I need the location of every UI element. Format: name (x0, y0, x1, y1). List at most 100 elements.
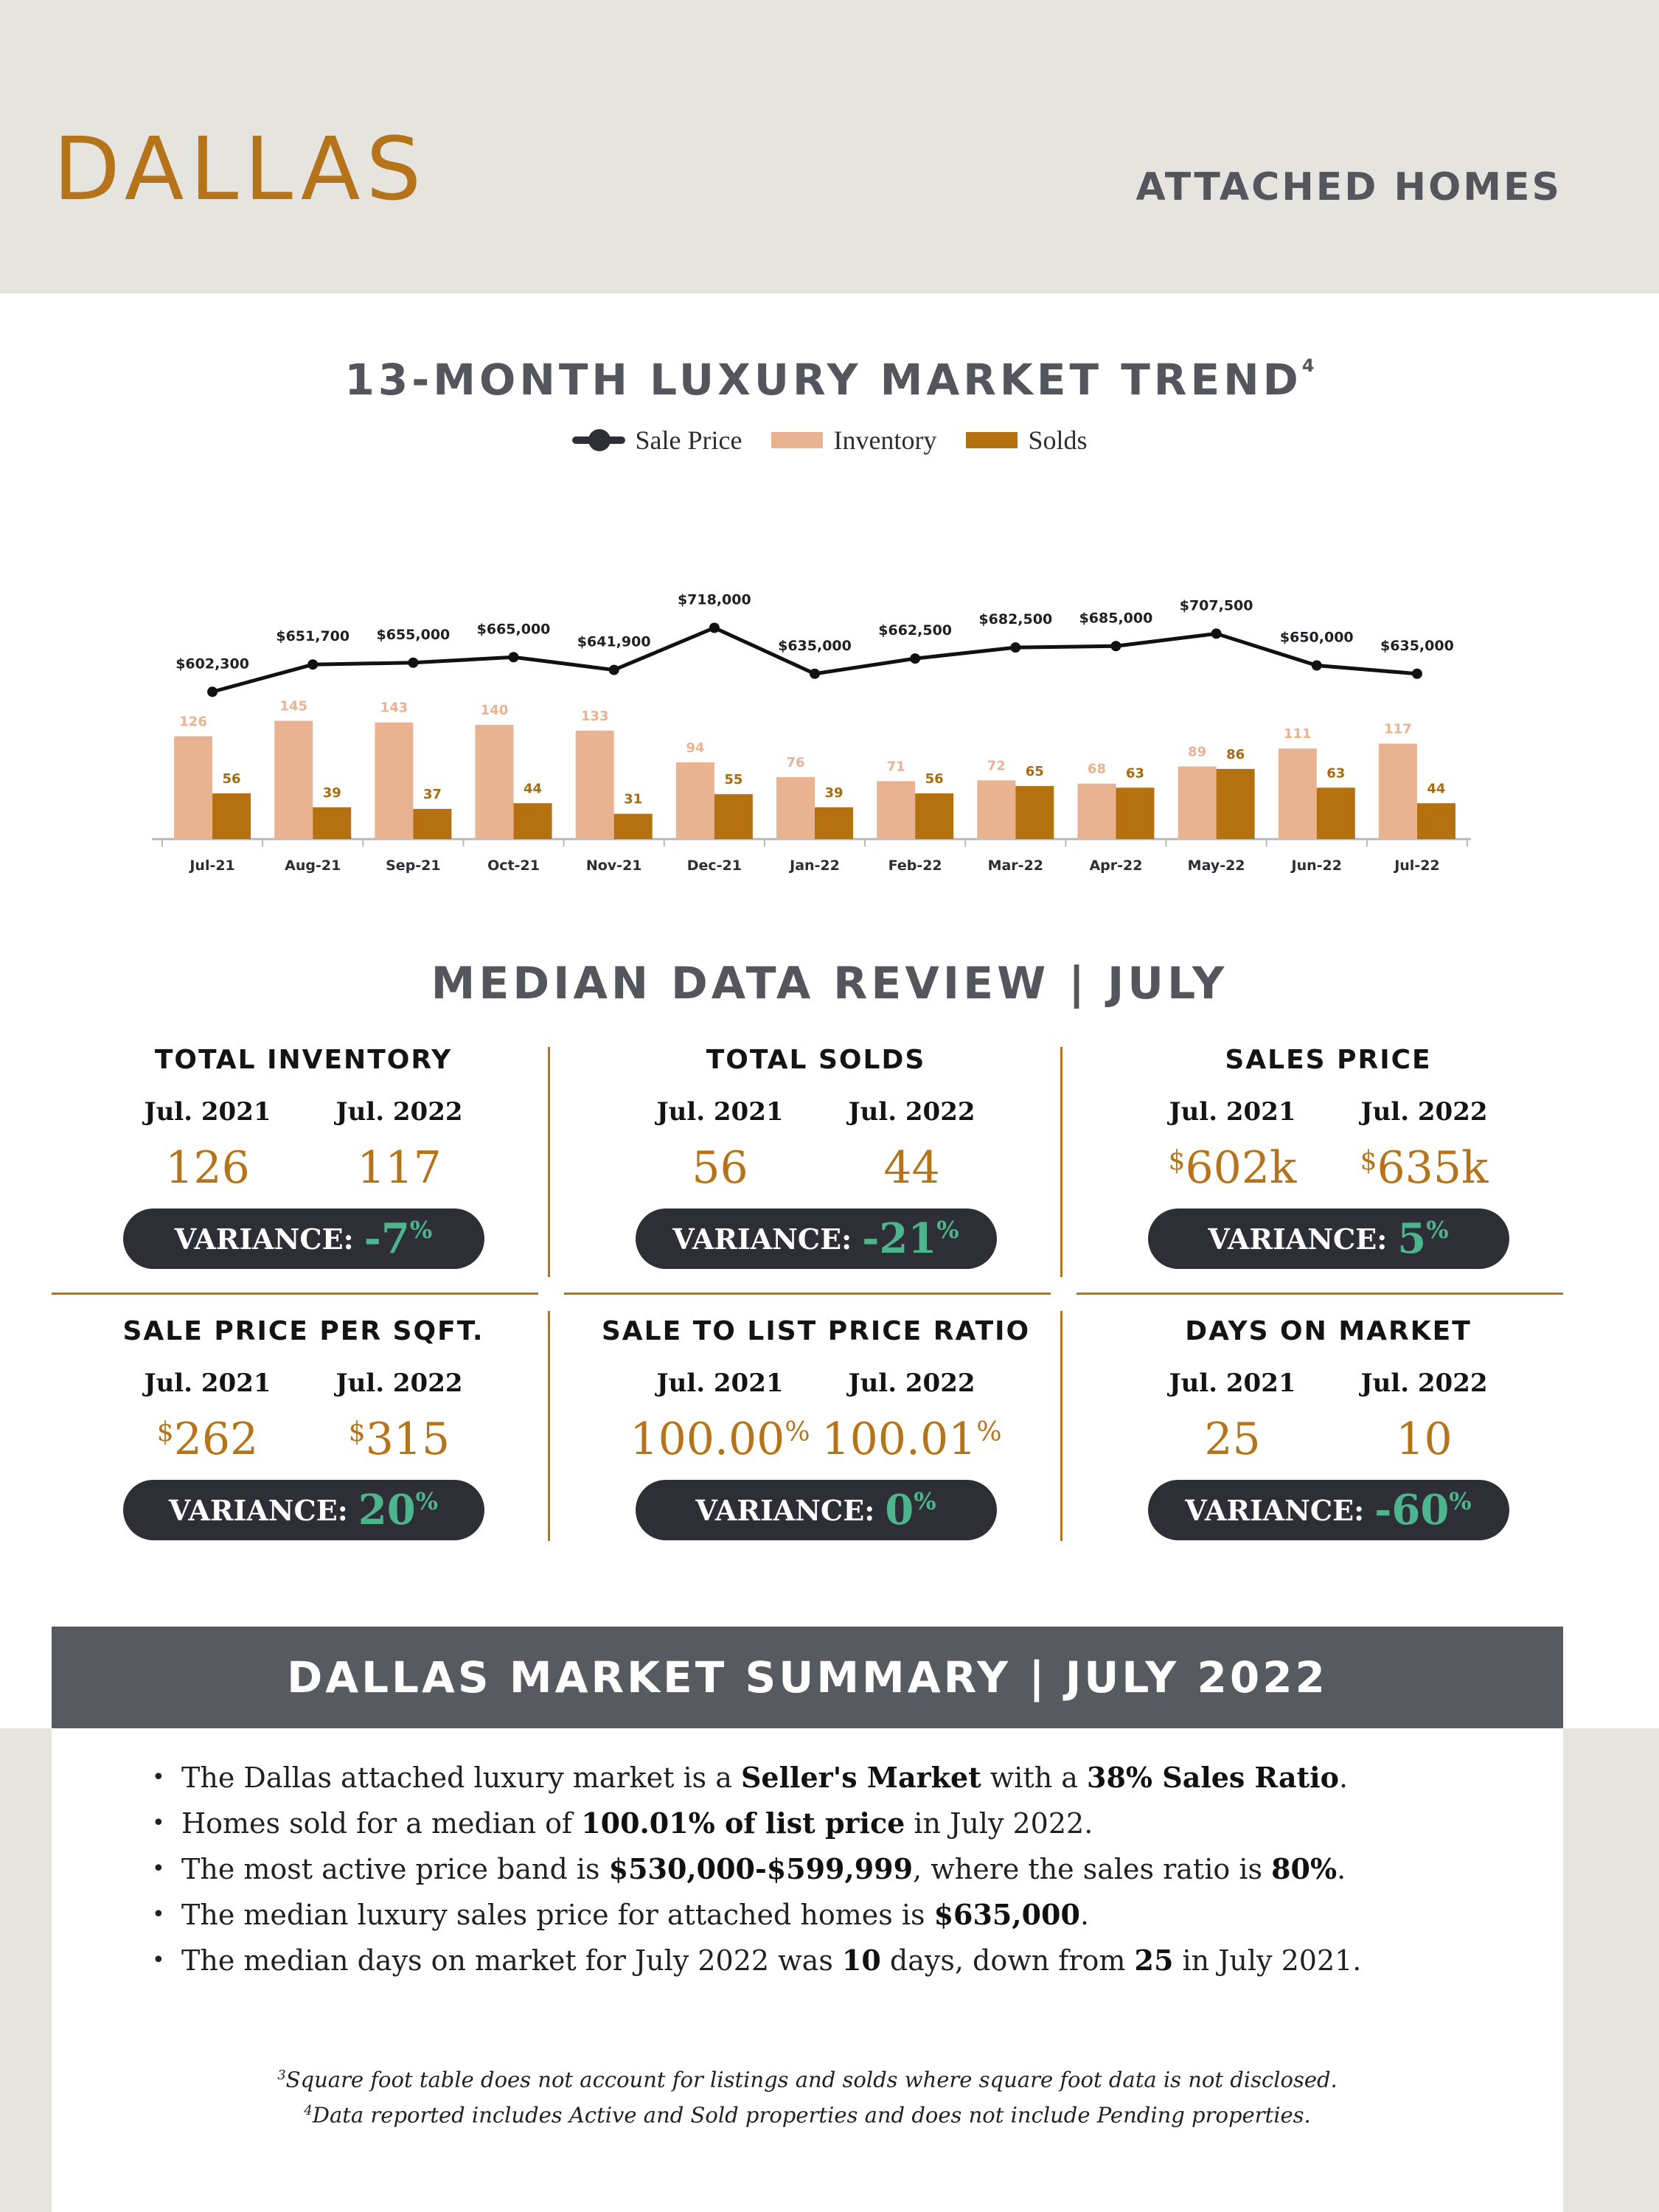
variance-label: VARIANCE: (168, 1493, 348, 1527)
metric-card: TOTAL SOLDS Jul. 2021 Jul. 2022 56 44 VARIANC… (564, 1047, 1068, 1290)
solds-bar-label: 63 (1126, 765, 1144, 781)
value-number: 10 (1396, 1413, 1453, 1465)
inventory-bar (1278, 748, 1317, 839)
variance-number: -60 (1374, 1486, 1450, 1534)
bullet-emphasis: 10 (841, 1944, 881, 1977)
metric-value: 117 (304, 1143, 495, 1194)
inventory-bar-label: 68 (1088, 762, 1106, 777)
metric-years: Jul. 2021 Jul. 2022 (1077, 1097, 1580, 1127)
inventory-bar (1378, 743, 1417, 839)
x-tick-label: Apr-22 (1089, 858, 1142, 874)
metric-value: 100.01% (816, 1414, 1008, 1465)
inventory-bar (675, 762, 714, 839)
sale-price-point (910, 653, 921, 664)
solds-bar (313, 807, 352, 839)
x-tick-label: Feb-22 (888, 858, 942, 874)
sale-price-point (307, 659, 319, 670)
variance-value: -7% (364, 1214, 433, 1263)
metric-card: SALE TO LIST PRICE RATIO Jul. 2021 Jul. 20… (564, 1318, 1068, 1562)
sale-price-label: $718,000 (678, 592, 751, 608)
median-review-title: MEDIAN DATA REVIEW | JULY (431, 958, 1228, 1009)
year-label: Jul. 2022 (335, 1368, 463, 1398)
legend-swatch-sale-price (571, 429, 625, 451)
metric-card: SALES PRICE Jul. 2021 Jul. 2022 $602k $635k V… (1077, 1047, 1580, 1290)
metric-title: TOTAL INVENTORY (154, 1045, 453, 1075)
variance-number: 5 (1397, 1214, 1427, 1263)
metric-card: DAYS ON MARKET Jul. 2021 Jul. 2022 25 10 VARI… (1077, 1318, 1580, 1562)
solds-bar-label: 44 (524, 781, 542, 796)
sale-price-point (1311, 660, 1322, 671)
x-tick-label: May-22 (1188, 858, 1245, 874)
legend-swatch-solds (966, 432, 1018, 448)
year-label: Jul. 2021 (144, 1097, 271, 1127)
legend-label-solds: Solds (1028, 425, 1088, 455)
inventory-bar-label: 143 (380, 700, 408, 716)
value-prefix: $ (1168, 1146, 1186, 1176)
solds-bar (815, 807, 853, 839)
variance-number: 20 (358, 1486, 416, 1534)
x-tick-label: Oct-21 (487, 858, 540, 874)
variance-unit: % (415, 1487, 439, 1515)
value-suffix: % (976, 1417, 1002, 1447)
sale-price-point (207, 686, 218, 698)
metric-years: Jul. 2021 Jul. 2022 (564, 1097, 1068, 1127)
solds-bar (714, 794, 753, 839)
variance-number: -7 (364, 1214, 410, 1263)
sale-price-point (408, 657, 419, 668)
variance-pill: VARIANCE: -60% (1147, 1480, 1509, 1540)
value-prefix: $ (156, 1417, 174, 1447)
inventory-bar (174, 736, 213, 839)
solds-bar (1015, 786, 1054, 839)
sale-price-point (1110, 641, 1121, 652)
metric-values: 56 44 (564, 1143, 1068, 1194)
variance-number: -21 (862, 1214, 937, 1263)
variance-unit: % (1449, 1487, 1472, 1515)
metric-values: 25 10 (1077, 1414, 1580, 1465)
metric-title: TOTAL SOLDS (706, 1045, 926, 1075)
solds-bar-label: 63 (1326, 765, 1345, 781)
x-tick-label: Mar-22 (988, 858, 1043, 874)
column-divider (1060, 1047, 1062, 1277)
trend-title: 13-MONTH LUXURY MARKET TREND4 (0, 357, 1659, 401)
inventory-bar-label: 76 (786, 755, 804, 771)
value-number: 100.00 (630, 1413, 785, 1465)
x-tick-label: Jun-22 (1290, 858, 1342, 874)
variance-value: -60% (1374, 1486, 1472, 1534)
year-label: Jul. 2022 (1360, 1097, 1488, 1127)
legend-item-inventory: Inventory (771, 425, 936, 456)
metric-title: SALE TO LIST PRICE RATIO (601, 1316, 1031, 1346)
year-label: Jul. 2022 (1360, 1368, 1488, 1398)
sale-price-point (1411, 668, 1422, 679)
solds-bar-label: 37 (423, 787, 442, 802)
variance-unit: % (914, 1487, 936, 1515)
variance-unit: % (1426, 1216, 1449, 1244)
legend-item-solds: Solds (966, 425, 1087, 456)
solds-bar-label: 31 (624, 792, 642, 807)
summary-bullets: The Dallas attached luxury market is a S… (152, 1755, 1361, 1983)
chart-legend: Sale Price Inventory Solds (0, 425, 1659, 456)
metric-years: Jul. 2021 Jul. 2022 (1077, 1368, 1580, 1398)
inventory-bar (575, 730, 614, 839)
metric-value: $262 (112, 1414, 304, 1465)
sale-price-label: $641,900 (577, 634, 651, 650)
row-divider (1077, 1293, 1563, 1295)
solds-bar (613, 813, 653, 839)
variance-value: 0% (885, 1486, 936, 1534)
bullet-emphasis: 25 (1134, 1944, 1174, 1977)
year-label: Jul. 2021 (1169, 1368, 1296, 1398)
variance-value: -21% (862, 1214, 959, 1263)
metric-value: $315 (304, 1414, 495, 1465)
legend-swatch-inventory (771, 432, 824, 448)
summary-bullet: The most active price band is $530,000-$… (152, 1846, 1361, 1892)
variance-pill: VARIANCE: 20% (122, 1480, 484, 1540)
metric-value: $602k (1137, 1143, 1329, 1194)
row-divider (52, 1293, 538, 1295)
x-tick-label: Dec-21 (687, 858, 742, 874)
legend-label-inventory: Inventory (833, 425, 937, 455)
metric-values: $262 $315 (52, 1414, 555, 1465)
solds-bar-label: 39 (824, 785, 843, 801)
metric-value: 56 (625, 1143, 816, 1194)
value-number: 602k (1185, 1142, 1297, 1194)
footnotes: 3Square foot table does not account for … (52, 2060, 1563, 2130)
sale-price-point (1211, 628, 1222, 639)
